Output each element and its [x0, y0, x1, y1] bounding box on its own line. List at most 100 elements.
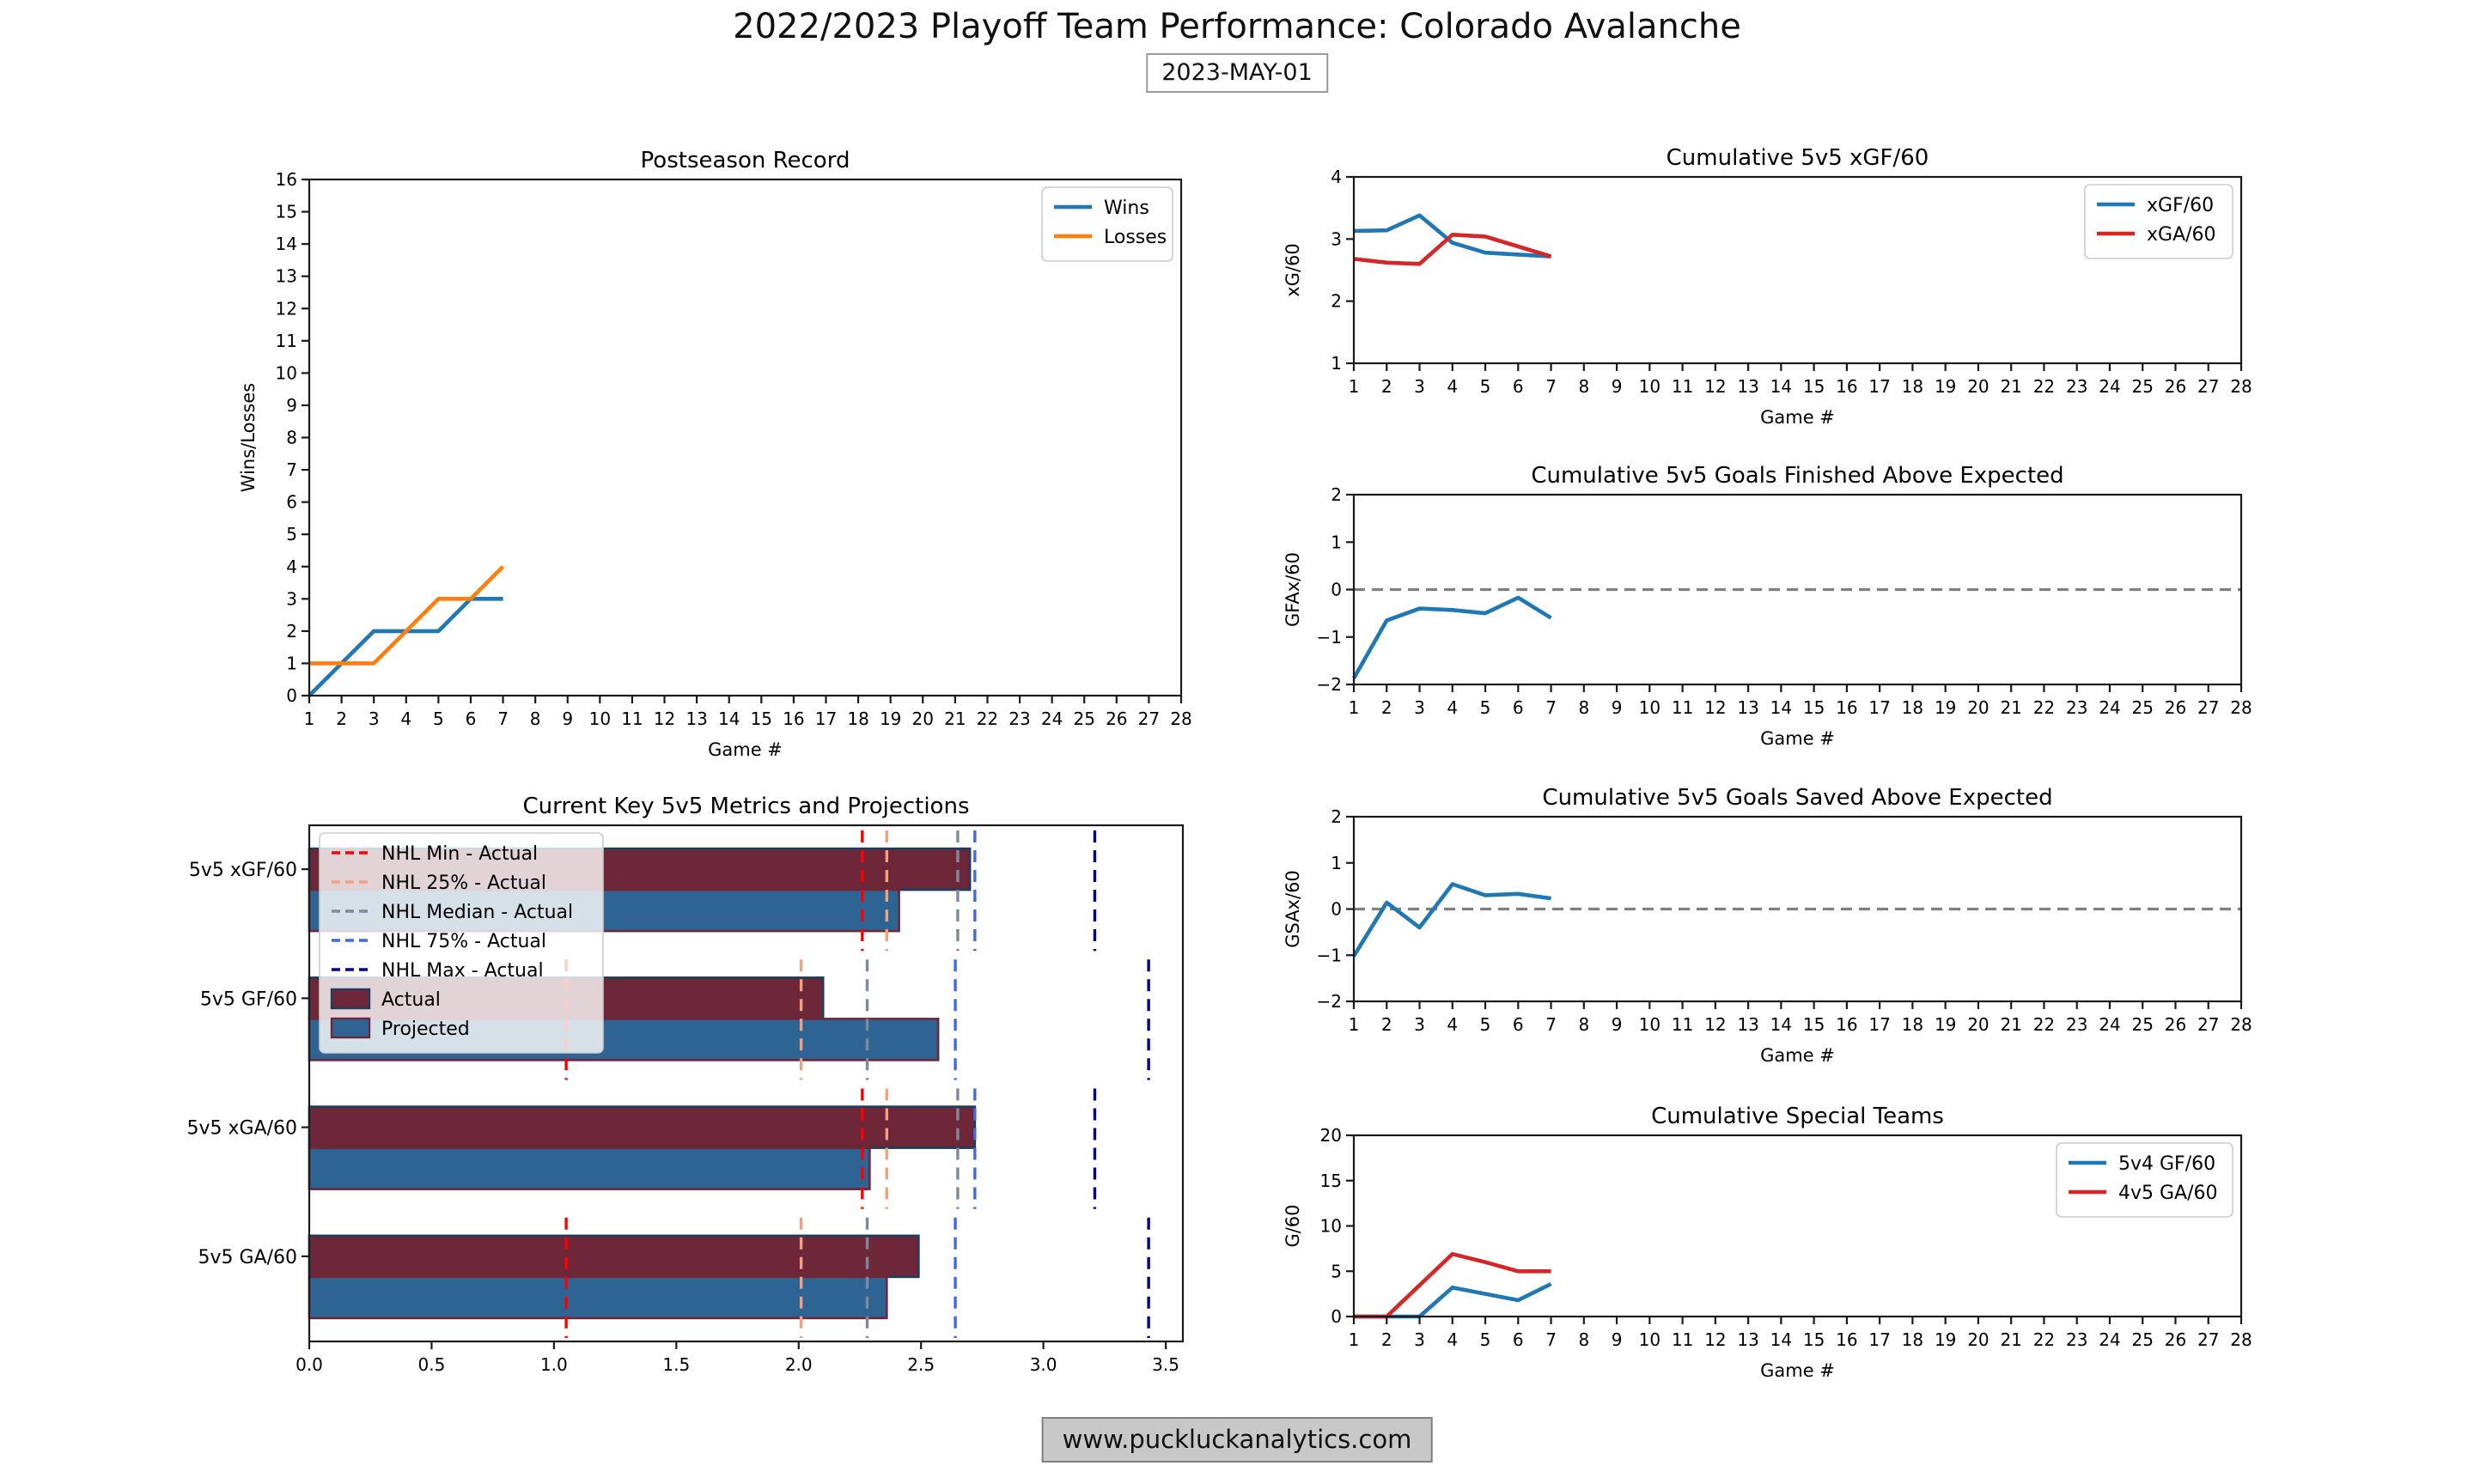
x-tick-label: 27: [2197, 376, 2219, 397]
legend-label: Actual: [381, 989, 441, 1011]
y-tick-label: −1: [1317, 945, 1342, 965]
x-tick-label: 3: [1414, 1329, 1425, 1350]
x-tick-label: 10: [1639, 697, 1661, 718]
x-tick-label: 7: [1545, 697, 1557, 718]
x-tick-label: 19: [1935, 1329, 1956, 1350]
x-tick-label: 8: [1578, 1014, 1589, 1035]
y-tick-label: 1: [286, 653, 297, 673]
legend-swatch-projected: [330, 1017, 371, 1039]
legend: Wins Losses: [1041, 186, 1173, 262]
x-tick-label: 10: [1639, 1329, 1661, 1350]
x-tick-label: 20: [1967, 697, 1989, 718]
x-tick-label: 10: [1639, 1014, 1661, 1035]
x-tick-label: 17: [1868, 1014, 1890, 1035]
x-tick-label: 24: [2099, 376, 2120, 397]
x-tick-label: 14: [1770, 1014, 1792, 1035]
chart-title: Cumulative 5v5 Goals Saved Above Expecte…: [1542, 785, 2052, 811]
x-tick-label: 20: [912, 709, 934, 729]
y-tick-label: 12: [276, 298, 297, 319]
legend-label: NHL 25% - Actual: [381, 873, 546, 894]
y-tick-label: 2: [286, 621, 297, 642]
x-tick-label: 14: [1770, 376, 1792, 397]
x-tick-label: 6: [1513, 1014, 1524, 1035]
x-tick-label: 17: [1868, 376, 1890, 397]
x-tick-label: 2: [1381, 697, 1392, 718]
x-tick-label: 8: [530, 709, 541, 729]
x-tick-label: 25: [2131, 697, 2153, 718]
x-tick-label: 3: [1414, 376, 1425, 397]
x-tick-label: 4: [400, 709, 411, 729]
legend-label: Wins: [1104, 198, 1149, 219]
y-tick-label: 3: [286, 588, 297, 609]
x-tick-label: 3: [369, 709, 380, 729]
legend-label: Losses: [1104, 227, 1167, 248]
y-tick-label: 1: [1331, 853, 1342, 873]
x-tick-label: 1: [1349, 1329, 1360, 1350]
x-tick-label: 10: [1639, 376, 1661, 397]
category-label: 5v5 xGF/60: [189, 860, 297, 881]
legend-box: [319, 832, 604, 1054]
x-tick-label: 23: [2066, 376, 2087, 397]
x-tick-label: 24: [2099, 1329, 2120, 1350]
y-tick-label: 5: [1331, 1261, 1342, 1281]
series-line-gsax-60: [1352, 882, 1551, 958]
x-tick-label: 18: [1902, 376, 1923, 397]
x-tick-label: 16: [783, 709, 804, 729]
y-tick-label: 2: [1331, 806, 1342, 827]
x-tick-label: 22: [977, 709, 998, 729]
x-tick-label: 15: [1803, 697, 1825, 718]
y-tick-label: 13: [276, 266, 297, 287]
page-title: 2022/2023 Playoff Team Performance: Colo…: [733, 7, 1741, 46]
category-label: 5v5 GF/60: [200, 988, 297, 1010]
x-tick-label: 5: [1480, 1329, 1491, 1350]
x-tick-label: 25: [2131, 376, 2153, 397]
y-tick-label: 9: [286, 395, 297, 416]
x-tick-label: 1: [1349, 376, 1360, 397]
x-tick-label: 21: [944, 709, 966, 729]
x-tick-label: 9: [1612, 1329, 1623, 1350]
x-tick-label: 4: [1447, 376, 1458, 397]
y-tick-label: 20: [1320, 1125, 1342, 1146]
legend-label: NHL Min - Actual: [381, 843, 538, 865]
x-tick-label: 12: [654, 709, 675, 729]
x-tick-label: 1: [1349, 697, 1360, 718]
x-tick-label: 11: [1672, 376, 1693, 397]
x-tick-label: 1: [304, 709, 315, 729]
x-tick-label: 15: [751, 709, 772, 729]
x-tick-label: 26: [1106, 709, 1127, 729]
x-tick-label: 14: [718, 709, 740, 729]
chart-title: Cumulative Special Teams: [1651, 1104, 1944, 1129]
x-tick-label: 5: [1480, 697, 1491, 718]
x-tick-label: 27: [1138, 709, 1160, 729]
x-tick-label: 26: [2165, 1014, 2186, 1035]
legend-label: xGF/60: [2147, 195, 2214, 216]
x-axis-label: Game #: [1760, 1045, 1835, 1066]
x-tick-label: 24: [1041, 709, 1063, 729]
x-tick-label: 16: [1836, 697, 1857, 718]
x-tick-label: 22: [2033, 697, 2055, 718]
y-tick-label: 0: [1331, 580, 1342, 600]
x-tick-label: 13: [1737, 697, 1758, 718]
x-tick-label: 0.5: [418, 1354, 446, 1375]
x-tick-label: 27: [2197, 1329, 2219, 1350]
x-tick-label: 18: [1902, 1014, 1923, 1035]
x-tick-label: 8: [1578, 376, 1589, 397]
x-tick-label: 23: [2066, 1329, 2087, 1350]
x-tick-label: 20: [1967, 376, 1989, 397]
x-tick-label: 2: [1381, 1329, 1392, 1350]
x-tick-label: 9: [1612, 1014, 1623, 1035]
x-tick-label: 6: [1513, 376, 1524, 397]
x-tick-label: 21: [2000, 1329, 2021, 1350]
x-tick-label: 26: [2165, 376, 2186, 397]
category-label: 5v5 GA/60: [198, 1247, 297, 1268]
x-tick-label: 25: [2131, 1014, 2153, 1035]
bar-actual-5v5-ga-60: [308, 1234, 920, 1279]
chart-title: Cumulative 5v5 xGF/60: [1667, 145, 1929, 171]
legend-label: 4v5 GA/60: [2118, 1183, 2218, 1204]
x-tick-label: 2.0: [785, 1354, 813, 1375]
chart-cumulative-5v5-xgf60: Cumulative 5v5 xGF/601 2 3 4 5 6 7 8 9 10 11 12 13 14…: [1283, 145, 2252, 428]
x-tick-label: 4: [1447, 1014, 1458, 1035]
x-tick-label: 21: [2000, 376, 2021, 397]
